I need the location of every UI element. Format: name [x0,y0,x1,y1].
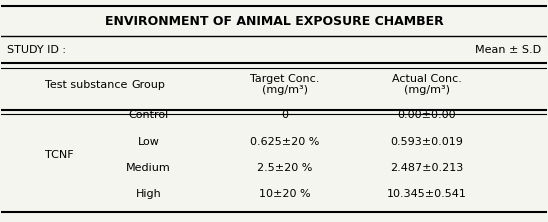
Text: 10±20 %: 10±20 % [259,189,311,199]
Text: Mean ± S.D: Mean ± S.D [475,45,541,55]
Text: Group: Group [132,80,165,90]
Text: Low: Low [138,137,159,147]
Text: 2.5±20 %: 2.5±20 % [257,163,312,173]
Text: ENVIRONMENT OF ANIMAL EXPOSURE CHAMBER: ENVIRONMENT OF ANIMAL EXPOSURE CHAMBER [105,15,443,28]
Text: 0.00±0.00: 0.00±0.00 [397,110,456,120]
Text: 0.625±20 %: 0.625±20 % [250,137,319,147]
Text: STUDY ID :: STUDY ID : [7,45,66,55]
Text: 0: 0 [282,110,288,120]
Text: Medium: Medium [126,163,171,173]
Text: Control: Control [128,110,169,120]
Text: TCNF: TCNF [45,150,73,160]
Text: Target Conc.
(mg/m³): Target Conc. (mg/m³) [250,74,319,95]
Text: 2.487±0.213: 2.487±0.213 [390,163,463,173]
Text: Test substance: Test substance [45,80,127,90]
Text: 10.345±0.541: 10.345±0.541 [387,189,466,199]
Text: Actual Conc.
(mg/m³): Actual Conc. (mg/m³) [392,74,461,95]
Text: 0.593±0.019: 0.593±0.019 [390,137,463,147]
Text: High: High [136,189,162,199]
